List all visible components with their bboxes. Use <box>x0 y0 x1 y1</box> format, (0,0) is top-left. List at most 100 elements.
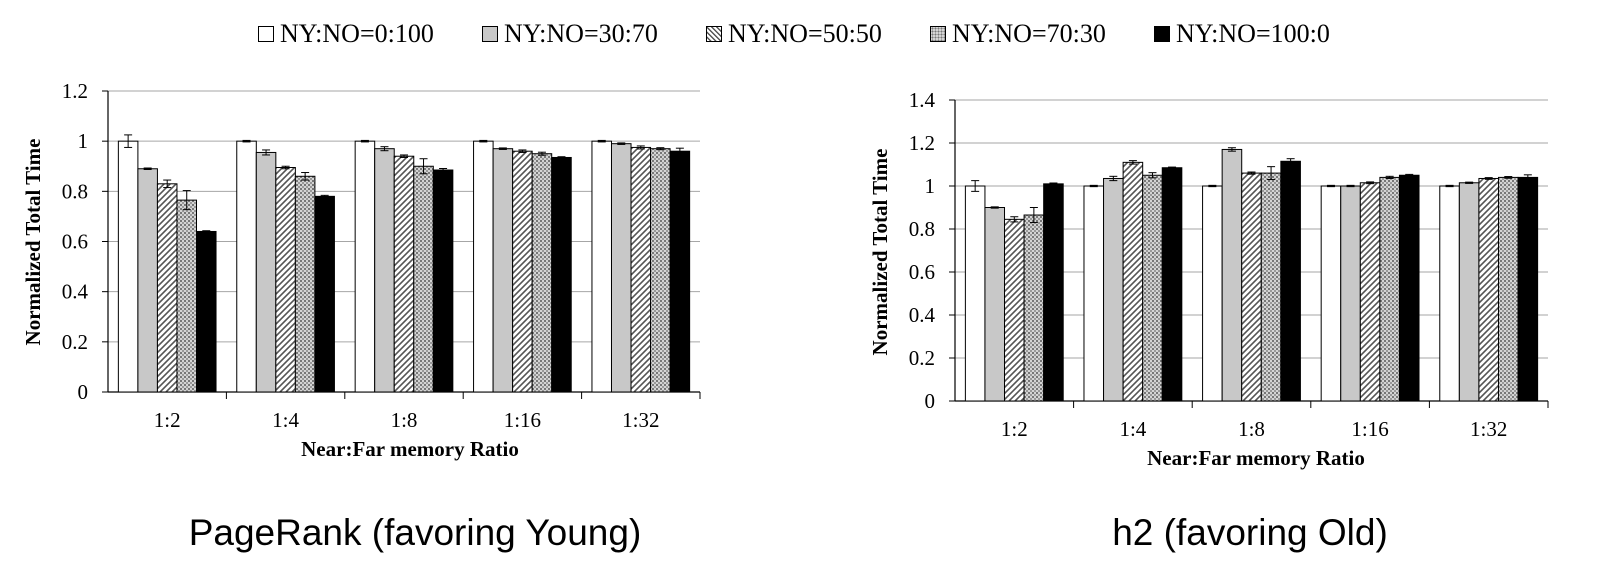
bar-ny-no-0-100-1-16 <box>1320 185 1342 402</box>
x-tick-label: 1:8 <box>391 408 418 432</box>
error-bar <box>242 139 251 143</box>
bar-ny-no-70-30-1-16 <box>1379 176 1400 402</box>
bar-ny-no-70-30-1-8 <box>1260 172 1282 402</box>
bar-ny-no-0-100-1-2 <box>117 140 139 393</box>
bar-ny-no-30-70-1-32 <box>1458 182 1480 402</box>
legend-item: NY:NO=30:70 <box>482 14 658 54</box>
x-tick-label: 1:32 <box>1470 417 1507 441</box>
y-tick-label: 0.2 <box>909 346 935 370</box>
y-tick-label: 0.4 <box>909 303 936 327</box>
bar-ny-no-100-0-1-4 <box>1161 167 1183 402</box>
bar-ny-no-50-50-1-8 <box>393 155 415 393</box>
error-bar <box>537 151 546 156</box>
error-bar <box>1346 184 1355 188</box>
bar-ny-no-0-100-1-4 <box>1083 185 1105 402</box>
error-bar <box>301 172 310 181</box>
error-bar <box>1049 182 1058 186</box>
chart-legend: NY:NO=0:100 NY:NO=30:70 NY:NO=50:50 NY:NO=7… <box>0 14 1600 54</box>
bar-ny-no-100-0-1-8 <box>1280 160 1301 402</box>
legend-item: NY:NO=50:50 <box>706 14 882 54</box>
error-bar <box>1109 175 1118 182</box>
error-bar <box>990 206 999 209</box>
bar-ny-no-50-50-1-8 <box>1241 172 1262 402</box>
bar-ny-no-100-0-1-8 <box>432 169 454 393</box>
bar-ny-no-50-50-1-4 <box>1122 161 1144 402</box>
error-bar <box>1227 147 1236 152</box>
error-bar <box>1523 174 1532 181</box>
error-bar <box>1504 176 1513 179</box>
caption-h2: h2 (favoring Old) <box>1112 512 1388 553</box>
error-bar <box>1326 184 1335 188</box>
legend-label: NY:NO=70:30 <box>952 19 1106 48</box>
error-bar <box>143 167 152 171</box>
bar-ny-no-50-50-1-4 <box>275 167 296 393</box>
error-bar <box>202 230 211 233</box>
bar-ny-no-70-30-1-4 <box>294 175 316 393</box>
error-bar <box>1405 173 1414 177</box>
error-bar <box>281 165 290 170</box>
legend-label: NY:NO=30:70 <box>504 19 658 48</box>
legend-swatch <box>930 26 946 42</box>
legend-swatch <box>258 26 274 42</box>
error-bar <box>675 147 684 155</box>
legend-swatch <box>706 26 722 42</box>
error-bar <box>1128 160 1137 165</box>
bar-ny-no-100-0-1-32 <box>669 150 691 393</box>
bar-ny-no-50-50-1-16 <box>1359 182 1381 402</box>
error-bar <box>1148 172 1157 179</box>
y-tick-label: 1.4 <box>909 88 936 112</box>
error-bar <box>360 139 369 143</box>
bar-ny-no-70-30-1-32 <box>650 148 671 393</box>
bar-ny-no-50-50-1-2 <box>1004 218 1025 402</box>
error-bar <box>1366 181 1375 185</box>
y-tick-label: 1.2 <box>62 79 88 103</box>
error-bar <box>124 134 133 148</box>
error-bar <box>380 146 389 152</box>
error-bar <box>1168 166 1177 169</box>
bar-ny-no-50-50-1-32 <box>1478 177 1499 402</box>
bar-ny-no-30-70-1-32 <box>610 143 632 393</box>
y-tick-label: 1 <box>78 129 89 153</box>
bar-ny-no-30-70-1-16 <box>492 148 514 393</box>
bar-ny-no-100-0-1-2 <box>1043 183 1064 402</box>
bar-ny-no-30-70-1-2 <box>984 207 1006 402</box>
h2-chart: 0 0.2 0.4 0.6 0.8 1 1.2 1.4 1:2 1:4 1:8 1:16 1:32 Nea… <box>868 88 1549 470</box>
bar-ny-no-70-30-1-4 <box>1142 174 1163 402</box>
bar-ny-no-30-70-1-16 <box>1340 185 1361 402</box>
error-bar <box>1267 166 1276 181</box>
y-tick-label: 0.2 <box>62 330 88 354</box>
y-axis-title: Normalized Total Time <box>21 139 45 346</box>
x-axis-title: Near:Far memory Ratio <box>301 437 519 461</box>
legend-swatch <box>1154 26 1170 42</box>
x-tick-label: 1:16 <box>1351 417 1388 441</box>
bar-ny-no-100-0-1-16 <box>551 156 572 393</box>
bar-ny-no-0-100-1-8 <box>1202 185 1223 402</box>
error-bar <box>518 149 527 153</box>
y-tick-label: 0 <box>78 380 89 404</box>
bar-ny-no-70-30-1-32 <box>1497 176 1519 402</box>
error-bar <box>971 180 980 192</box>
bar-ny-no-70-30-1-2 <box>1023 214 1045 402</box>
bar-ny-no-70-30-1-16 <box>531 153 553 393</box>
x-tick-label: 1:4 <box>1119 417 1146 441</box>
bar-ny-no-0-100-1-8 <box>354 140 376 393</box>
legend-label: NY:NO=0:100 <box>280 19 434 48</box>
y-tick-label: 0.8 <box>62 179 88 203</box>
bar-ny-no-30-70-1-2 <box>137 168 158 393</box>
bar-ny-no-30-70-1-8 <box>374 148 395 393</box>
x-axis-title: Near:Far memory Ratio <box>1147 446 1365 470</box>
y-axis-title: Normalized Total Time <box>868 149 892 356</box>
error-bar <box>1208 184 1217 188</box>
bar-ny-no-70-30-1-8 <box>413 165 434 393</box>
legend-label: NY:NO=100:0 <box>1176 19 1330 48</box>
bar-ny-no-50-50-1-2 <box>156 183 178 393</box>
bar-ny-no-50-50-1-32 <box>630 146 652 393</box>
bar-ny-no-100-0-1-16 <box>1398 174 1420 402</box>
y-tick-label: 0 <box>925 389 936 413</box>
error-bar <box>400 154 408 158</box>
pagerank-chart: 0 0.2 0.4 0.6 0.8 1 1.2 1:2 1:4 1:8 1:16 1:32 Near:F… <box>21 79 701 461</box>
y-tick-label: 1 <box>925 174 936 198</box>
bar-ny-no-0-100-1-32 <box>1439 185 1460 402</box>
bar-ny-no-30-70-1-4 <box>1103 177 1124 402</box>
legend-label: NY:NO=50:50 <box>728 19 882 48</box>
